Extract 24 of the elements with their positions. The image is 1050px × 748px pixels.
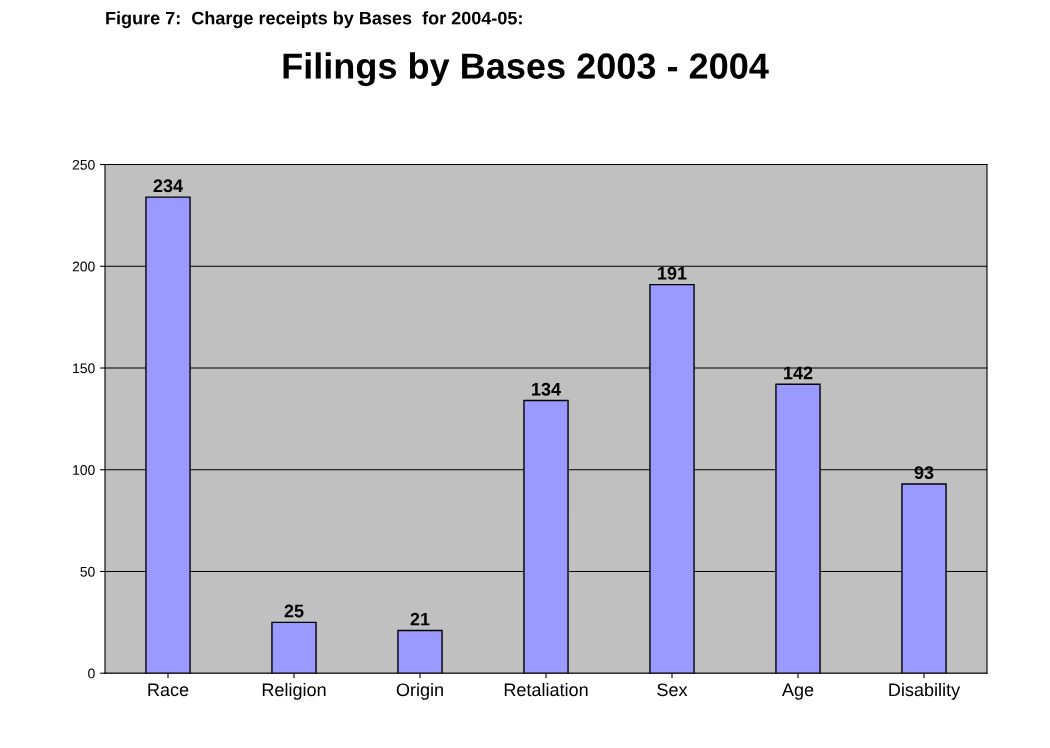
chart-title: Filings by Bases 2003 - 2004 [283, 52, 769, 87]
x-tick-label: Retaliation [504, 682, 588, 697]
y-tick-label: 200 [72, 261, 95, 272]
x-tick-label: Origin [396, 682, 443, 700]
y-tick-label: 150 [73, 363, 95, 374]
y-tick-label: 0 [88, 668, 95, 679]
data-label: 25 [284, 604, 304, 618]
y-tick-label: 100 [73, 465, 95, 475]
x-tick-label: Religion [262, 682, 326, 700]
x-tick-label: Age [781, 683, 814, 700]
data-label: 21 [410, 612, 430, 626]
x-tick-label: Sex [657, 683, 688, 697]
y-tick-label: 250 [72, 159, 95, 170]
caption: Figure 7: Charge receipts by Bases for 2004-05: [106, 11, 522, 29]
data-label: 234 [153, 179, 183, 193]
bar [397, 629, 443, 674]
data-label: 191 [658, 266, 687, 280]
data-label: 93 [914, 466, 934, 480]
x-tick-label: Disability [889, 682, 961, 700]
data-label: 134 [532, 382, 561, 396]
bar [271, 621, 317, 674]
y-tick-label: 50 [80, 566, 95, 577]
data-label: 142 [784, 366, 813, 380]
x-tick-label: Race [148, 683, 189, 697]
